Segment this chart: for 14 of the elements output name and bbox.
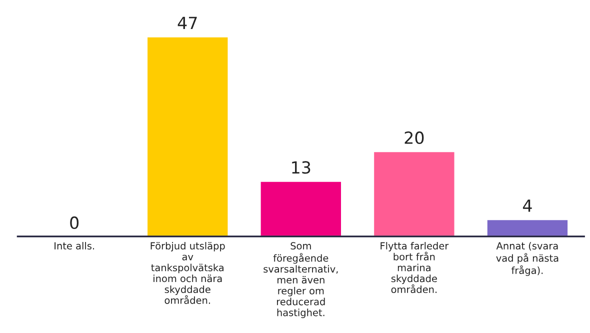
bar <box>372 150 456 236</box>
data-label: 4 <box>522 200 532 212</box>
bar <box>486 218 569 236</box>
x-tick-label: Inte alls. <box>54 242 94 250</box>
x-tick-label: Flytta farleder bort från marina skyddade områden. <box>380 242 449 294</box>
data-label: 13 <box>292 161 310 174</box>
data-label: 47 <box>178 16 197 29</box>
bar <box>146 36 230 236</box>
x-tick-label: Förbjud utsläpp av tankspolvätska inom och nära skyddade områden. <box>150 242 225 304</box>
x-tick-label: Som föregående svarsalternativ, men även regler om reducerad hastighet. <box>264 242 338 318</box>
data-label: 0 <box>70 216 79 230</box>
bar <box>259 180 342 236</box>
data-label: 20 <box>404 131 424 144</box>
x-tick-label: Annat (svara vad på nästa fråga). <box>496 242 558 276</box>
